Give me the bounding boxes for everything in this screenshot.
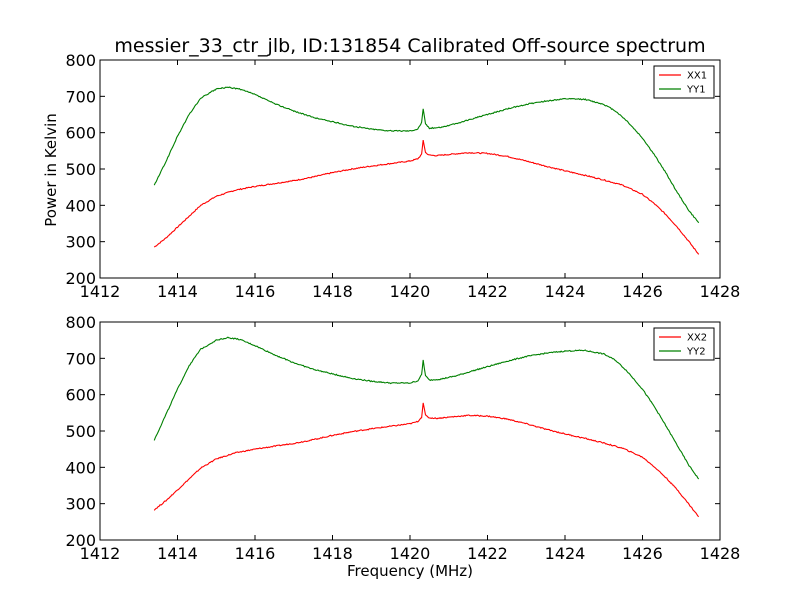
x-tick-label: 1426 <box>622 282 663 301</box>
y-tick-label: 400 <box>65 458 96 477</box>
x-tick-label: 1412 <box>80 282 121 301</box>
y-tick-label: 300 <box>65 495 96 514</box>
series-line-xx2 <box>153 402 700 518</box>
y-tick-label: 500 <box>65 160 96 179</box>
x-tick-label: 1428 <box>700 282 741 301</box>
legend-label-xx2: XX2 <box>687 333 707 344</box>
y-tick-label: 200 <box>65 269 96 288</box>
y-axis-label: Power in Kelvin <box>42 113 60 227</box>
series-line-yy2 <box>153 336 700 480</box>
y-tick-label: 400 <box>65 196 96 215</box>
y-tick-label: 700 <box>65 87 96 106</box>
x-tick-label: 1414 <box>157 282 198 301</box>
x-tick-label: 1418 <box>312 282 353 301</box>
y-tick-label: 800 <box>65 313 96 332</box>
x-tick-label: 1428 <box>700 544 741 563</box>
y-tick-label: 800 <box>65 51 96 70</box>
y-tick-label: 500 <box>65 422 96 441</box>
x-tick-label: 1416 <box>235 282 276 301</box>
legend-box <box>653 327 715 361</box>
x-tick-label: 1416 <box>235 544 276 563</box>
legend-label-yy2: YY2 <box>686 347 706 358</box>
x-tick-label: 1424 <box>545 544 586 563</box>
top-panel: 1412 1414 1416 1418 1420 1422 1424 1426 1428 200 3… <box>65 51 740 301</box>
x-tick-label: 1420 <box>390 544 431 563</box>
x-tick-label: 1414 <box>157 544 198 563</box>
x-tick-label: 1418 <box>312 544 353 563</box>
x-tick-label: 1426 <box>622 544 663 563</box>
chart-title: messier_33_ctr_jlb, ID:131854 Calibrated… <box>114 35 705 57</box>
legend-label-yy1: YY1 <box>686 85 706 96</box>
x-tick-label: 1412 <box>80 544 121 563</box>
series-line-xx1 <box>153 140 700 255</box>
plot-frame <box>99 59 721 279</box>
x-tick-label: 1422 <box>467 282 508 301</box>
bottom-panel: 1412 1414 1416 1418 1420 1422 1424 1426 1428 200 3… <box>65 313 740 563</box>
plot-frame <box>99 321 721 541</box>
x-axis-label: Frequency (MHz) <box>347 562 473 580</box>
legend-label-xx1: XX1 <box>687 71 707 82</box>
x-tick-label: 1420 <box>390 282 431 301</box>
x-tick-label: 1424 <box>545 282 586 301</box>
y-tick-label: 700 <box>65 349 96 368</box>
x-tick-label: 1422 <box>467 544 508 563</box>
y-tick-label: 300 <box>65 233 96 252</box>
y-tick-label: 600 <box>65 386 96 405</box>
legend-box <box>653 65 715 99</box>
y-tick-label: 600 <box>65 124 96 143</box>
y-tick-label: 200 <box>65 531 96 550</box>
series-line-yy1 <box>153 86 700 224</box>
